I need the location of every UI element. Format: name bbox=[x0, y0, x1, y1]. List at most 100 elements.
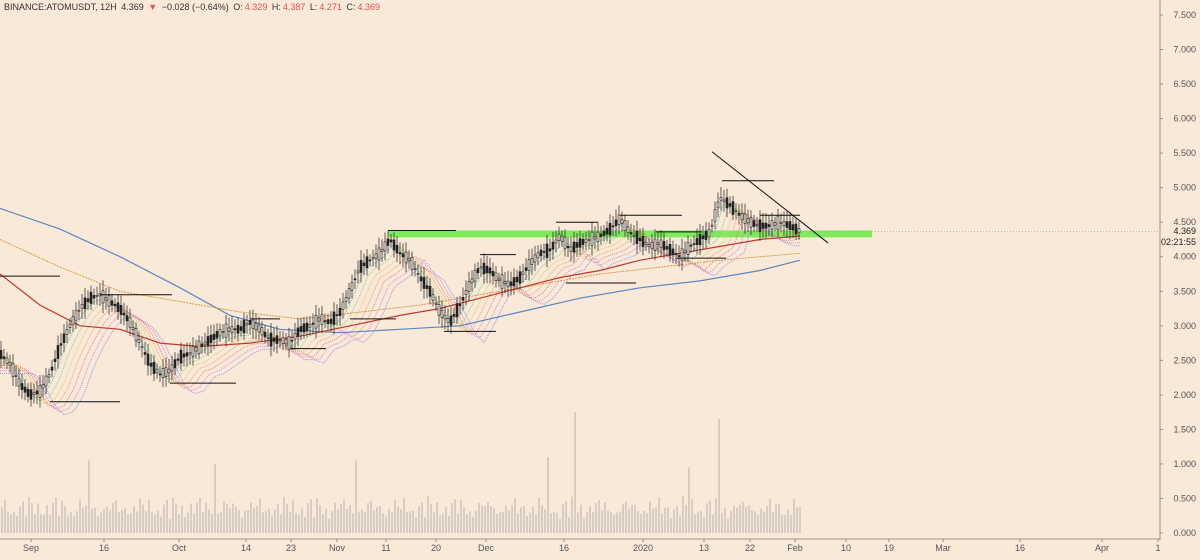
price-tick-label: 7.000 bbox=[1173, 45, 1196, 55]
candle-body bbox=[314, 314, 318, 329]
time-tick-label: 11 bbox=[381, 543, 390, 553]
candle-body bbox=[656, 242, 660, 245]
candle-body bbox=[443, 315, 447, 320]
candle-body bbox=[581, 238, 585, 245]
candle-body bbox=[254, 322, 258, 331]
candle-body bbox=[14, 375, 18, 378]
candle-body bbox=[392, 239, 396, 251]
candle-body bbox=[113, 303, 117, 307]
candle-body bbox=[92, 295, 96, 299]
candle-body bbox=[641, 235, 645, 248]
candle-body bbox=[248, 319, 252, 325]
time-tick-label: 22 bbox=[745, 543, 755, 553]
candle-body bbox=[230, 326, 234, 333]
candle-body bbox=[716, 201, 720, 209]
candle-body bbox=[512, 277, 516, 287]
candle-body bbox=[755, 224, 759, 226]
candle-body bbox=[74, 310, 78, 321]
candle-body bbox=[608, 222, 612, 236]
candle-body bbox=[293, 332, 297, 340]
candle-body bbox=[770, 220, 774, 230]
countdown-label: 02:21:55 bbox=[1161, 237, 1196, 247]
candle-body bbox=[35, 390, 39, 395]
candle-body bbox=[110, 300, 114, 306]
candle-body bbox=[692, 243, 696, 245]
candle-body bbox=[83, 297, 87, 310]
candle-body bbox=[425, 285, 429, 289]
candle-body bbox=[569, 246, 573, 252]
price-tick-label: 3.500 bbox=[1173, 286, 1196, 296]
candle-body bbox=[530, 258, 534, 265]
candle-body bbox=[377, 247, 381, 261]
candle-body bbox=[212, 333, 216, 340]
candle-body bbox=[176, 358, 180, 361]
candle-body bbox=[329, 318, 333, 324]
candle-body bbox=[17, 378, 21, 387]
candle-body bbox=[416, 273, 420, 275]
candle-body bbox=[284, 339, 288, 345]
candle-body bbox=[707, 229, 711, 238]
candle-body bbox=[149, 362, 153, 367]
price-tick-label: 6.000 bbox=[1173, 114, 1196, 124]
candle-body bbox=[566, 246, 570, 249]
candle-body bbox=[365, 256, 369, 269]
candle-body bbox=[326, 319, 330, 324]
candle-body bbox=[704, 230, 708, 240]
candle-body bbox=[383, 241, 387, 252]
candle-body bbox=[551, 241, 555, 250]
time-tick-label: 16 bbox=[1015, 543, 1025, 553]
candle-body bbox=[413, 268, 417, 270]
last-price-badge bbox=[1161, 225, 1199, 248]
price-tick-label: 1.500 bbox=[1173, 424, 1196, 434]
candle-body bbox=[26, 388, 30, 397]
candle-body bbox=[722, 199, 726, 202]
candle-body bbox=[599, 233, 603, 237]
candle-body bbox=[287, 335, 291, 350]
candle-body bbox=[242, 319, 246, 334]
time-tick-label: Sep bbox=[23, 543, 39, 553]
candle-body bbox=[731, 201, 735, 215]
candle-body bbox=[227, 327, 231, 332]
candle-body bbox=[545, 243, 549, 259]
candle-body bbox=[539, 249, 543, 257]
candlesticks bbox=[0, 186, 801, 408]
candle-body bbox=[629, 232, 633, 235]
candle-body bbox=[386, 238, 390, 246]
price-tick-label: 1.000 bbox=[1173, 459, 1196, 469]
candle-body bbox=[170, 364, 174, 372]
candle-body bbox=[71, 316, 75, 326]
candle-body bbox=[290, 339, 294, 342]
orange-moving-average bbox=[0, 239, 801, 320]
candle-body bbox=[560, 235, 564, 242]
candle-body bbox=[458, 304, 462, 307]
time-tick-label: 2020 bbox=[633, 543, 653, 553]
candle-body bbox=[335, 314, 339, 316]
candle-body bbox=[749, 217, 753, 228]
candle-body bbox=[752, 220, 756, 227]
candle-body bbox=[689, 244, 693, 247]
close-label: C: bbox=[346, 2, 356, 12]
candle-body bbox=[590, 231, 594, 246]
candle-body bbox=[773, 222, 777, 226]
candle-body bbox=[536, 252, 540, 259]
candle-body bbox=[410, 257, 414, 271]
close-value: 4.369 bbox=[357, 2, 380, 12]
candle-body bbox=[29, 389, 33, 400]
candle-body bbox=[131, 327, 135, 331]
high-value: 4.387 bbox=[282, 2, 306, 12]
candle-body bbox=[464, 290, 468, 295]
candle-body bbox=[218, 329, 222, 337]
candle-body bbox=[779, 222, 783, 224]
candle-body bbox=[278, 339, 282, 341]
candle-body bbox=[38, 385, 42, 398]
candle-body bbox=[563, 236, 567, 250]
candle-body bbox=[215, 331, 219, 339]
candle-body bbox=[203, 341, 207, 345]
candle-body bbox=[332, 311, 336, 325]
candle-body bbox=[245, 323, 249, 326]
candle-body bbox=[317, 317, 321, 322]
candle-body bbox=[50, 366, 54, 371]
candle-body bbox=[56, 345, 60, 359]
